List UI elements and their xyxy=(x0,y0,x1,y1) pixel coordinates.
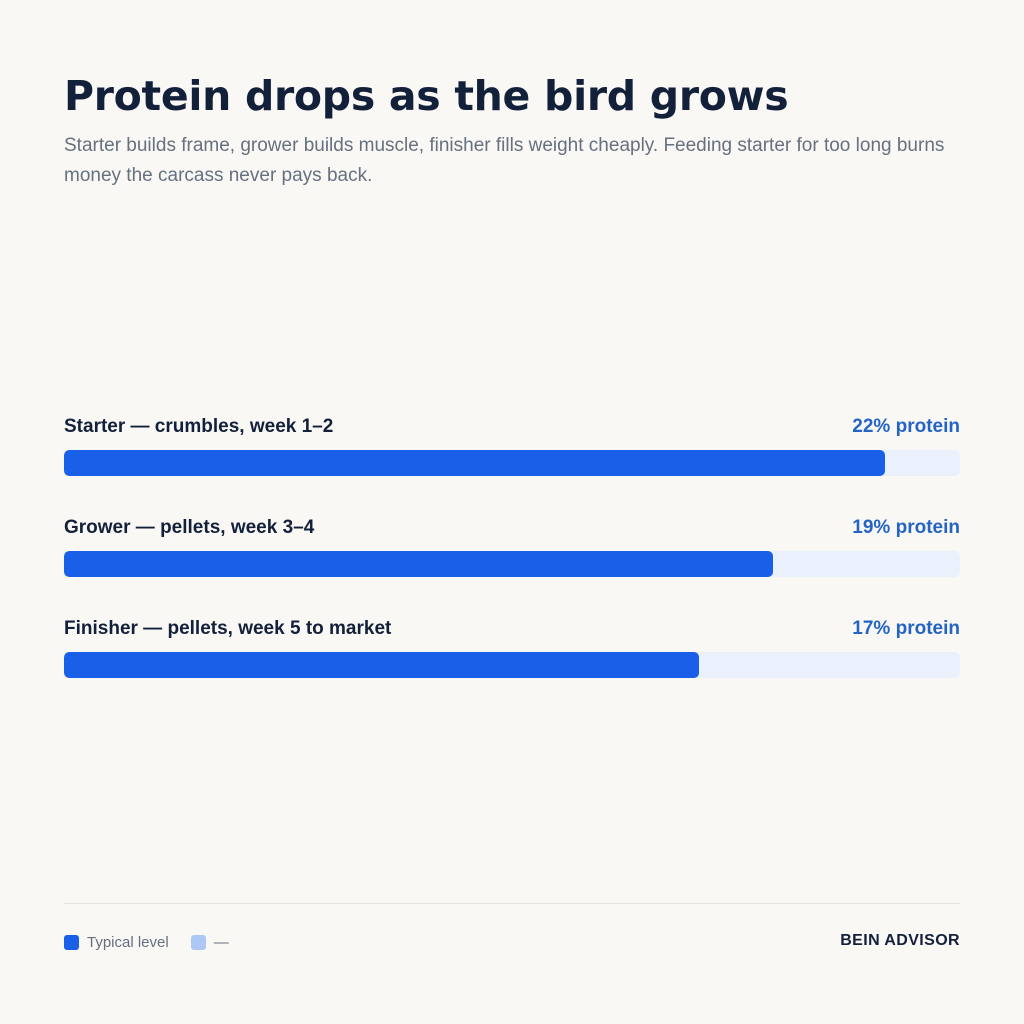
legend: Typical level — xyxy=(64,931,251,953)
brand-logo-text: BEIN ADVISOR xyxy=(840,932,960,949)
footer-divider xyxy=(64,903,960,904)
legend-item-secondary: — xyxy=(190,933,229,951)
legend-label-secondary: — xyxy=(213,933,229,951)
bar-track xyxy=(64,652,960,678)
bar-track xyxy=(64,551,960,577)
bar-row: Starter — crumbles, week 1–2 22% protein xyxy=(64,412,960,513)
bar-track xyxy=(64,450,960,476)
bar-value-label: 17% protein xyxy=(852,618,960,639)
chart-title: Protein drops as the bird grows xyxy=(64,72,789,120)
chart-subtitle: Starter builds frame, grower builds musc… xyxy=(64,135,945,186)
bar-value-label: 19% protein xyxy=(852,517,960,538)
legend-swatch-secondary xyxy=(190,934,206,950)
bar-row: Grower — pellets, week 3–4 19% protein xyxy=(64,513,960,614)
bar-fill xyxy=(64,551,773,577)
legend-label-typical-level: Typical level xyxy=(87,933,169,951)
bar-chart: Starter — crumbles, week 1–2 22% protein G… xyxy=(64,412,960,715)
bar-fill xyxy=(64,652,699,678)
legend-item-typical-level: Typical level xyxy=(64,934,169,951)
bar-row: Finisher — pellets, week 5 to market 17% … xyxy=(64,614,960,715)
bar-category-label: Grower — pellets, week 3–4 xyxy=(64,517,315,538)
bar-fill xyxy=(64,450,885,476)
bar-category-label: Starter — crumbles, week 1–2 xyxy=(64,416,334,437)
bar-value-label: 22% protein xyxy=(852,416,960,437)
legend-swatch-typical-level xyxy=(64,934,79,950)
bar-category-label: Finisher — pellets, week 5 to market xyxy=(64,618,392,639)
